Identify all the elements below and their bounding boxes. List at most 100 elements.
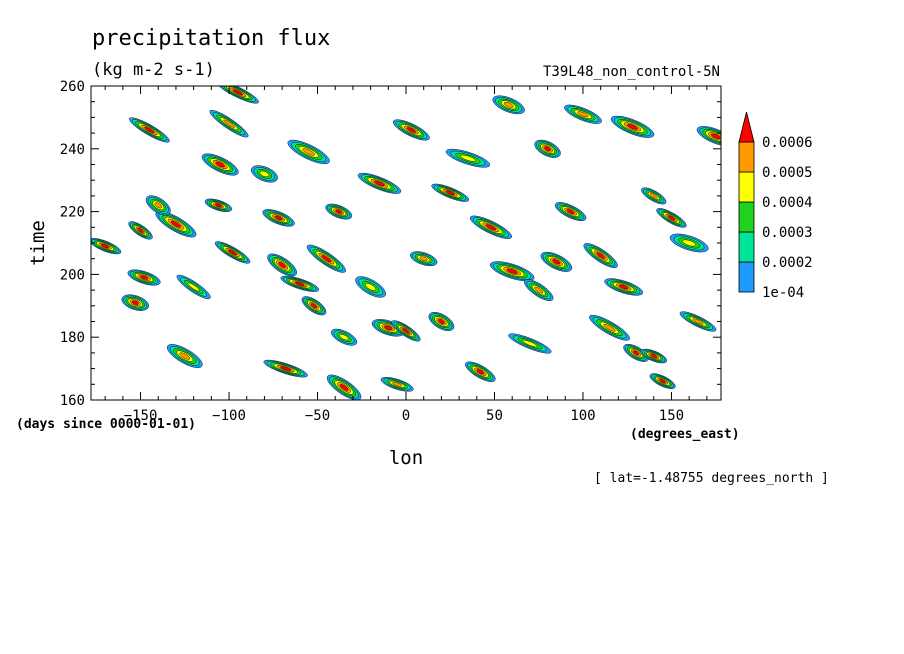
x-tick-label: −100 <box>212 408 246 424</box>
precip-contour-level <box>384 325 393 331</box>
precip-contour-level <box>223 119 235 128</box>
chart-title: precipitation flux <box>92 26 330 51</box>
precip-cell <box>306 244 346 273</box>
precip-cell <box>267 253 297 277</box>
precip-cell <box>263 359 308 378</box>
precip-cell <box>128 221 153 240</box>
precip-contour-level <box>460 154 476 162</box>
precip-contour-level <box>179 352 191 360</box>
precip-cell <box>380 377 414 392</box>
colorbar-swatch <box>738 141 755 173</box>
precip-contour-level <box>214 203 222 208</box>
colorbar-swatch <box>738 201 755 233</box>
precip-cell <box>204 198 233 212</box>
precip-cell <box>280 275 320 292</box>
coordinate-note: [ lat=-1.48755 degrees_north ] <box>594 471 829 486</box>
colorbar-label: 0.0005 <box>762 165 813 181</box>
precip-contour-level <box>294 281 305 286</box>
x-axis: −150 −100 −50 0 50 100 150 <box>104 86 708 424</box>
precip-cell <box>641 187 667 205</box>
precip-cell <box>640 348 668 364</box>
chart-units: (kg m-2 s-1) <box>92 60 215 80</box>
colorbar-swatch <box>738 171 755 203</box>
colorbar-label: 1e-04 <box>762 285 804 301</box>
precip-contour-level <box>302 148 315 156</box>
precip-cell <box>623 343 649 362</box>
precip-contour-level <box>228 249 238 256</box>
precip-cell <box>325 203 353 220</box>
run-label: T39L48_non_control-5N <box>543 64 720 80</box>
x-tick-label: 0 <box>402 408 410 424</box>
precip-contour-level <box>139 275 149 280</box>
precip-cell <box>649 373 676 389</box>
precip-contour-level <box>310 303 318 309</box>
precip-cell <box>489 261 535 282</box>
y-tick-label: 240 <box>60 142 85 158</box>
y-tick-label: 220 <box>60 205 85 221</box>
x-axis-label: lon <box>389 447 423 469</box>
precip-cell <box>209 109 249 138</box>
precip-contour-level <box>566 209 575 215</box>
precip-cell <box>301 296 327 316</box>
precip-cell <box>357 172 402 194</box>
precip-cell <box>287 139 330 165</box>
precip-contour-level <box>476 369 485 375</box>
precip-cell <box>91 238 122 255</box>
precip-contour-level <box>374 180 385 187</box>
y-tick-label: 200 <box>60 267 85 283</box>
precip-cell <box>216 86 259 104</box>
precip-cell <box>540 251 573 272</box>
precip-cell <box>121 294 149 311</box>
precip-contour-level <box>259 170 270 178</box>
precip-cell <box>355 276 386 298</box>
x-tick-label: 150 <box>659 408 684 424</box>
precip-cell <box>604 278 643 296</box>
precip-cell <box>431 183 470 202</box>
precip-cell <box>250 165 278 183</box>
precip-cell <box>696 126 721 147</box>
colorbar-label: 0.0002 <box>762 255 813 271</box>
precip-contour-level <box>710 133 721 139</box>
precip-contour-level <box>131 300 139 305</box>
colorbar-label: 0.0006 <box>762 135 813 151</box>
precip-cell <box>331 328 358 346</box>
precip-contour-level <box>659 379 666 384</box>
precip-contour-level <box>445 190 455 196</box>
precip-contour-level <box>692 318 704 325</box>
precip-contour-level <box>577 111 589 118</box>
precip-contour-level <box>650 193 658 199</box>
precip-cell <box>129 117 170 143</box>
precip-contour-level <box>682 239 697 247</box>
x-tick-label: −150 <box>124 408 158 424</box>
precip-contour-level <box>650 354 658 358</box>
precip-contour-level <box>170 220 182 228</box>
precip-cell <box>262 209 295 227</box>
precip-contour-level <box>503 102 514 108</box>
precip-cell <box>127 269 161 286</box>
precip-cell <box>155 210 197 238</box>
precip-contour-level <box>215 161 225 168</box>
precip-cell <box>166 344 203 368</box>
precip-contour-level <box>438 319 445 324</box>
precip-contour-level <box>618 284 629 290</box>
precip-cell <box>669 233 709 253</box>
precip-contour-level <box>603 323 616 332</box>
precip-cell <box>610 115 655 138</box>
precip-contour-level <box>154 202 162 209</box>
precip-contour-level <box>232 89 244 96</box>
colorbar-swatch <box>738 231 755 263</box>
y-tick-label: 260 <box>60 79 85 95</box>
colorbar-overflow-triangle <box>738 111 755 143</box>
y-axis-label: time <box>27 220 49 266</box>
y-tick-label: 180 <box>60 330 85 346</box>
precip-cell <box>326 374 362 400</box>
plot-area <box>91 86 721 400</box>
precip-cell <box>534 139 561 158</box>
precip-contour-level <box>534 286 544 294</box>
precip-contour-level <box>392 382 402 387</box>
precip-cell <box>201 153 239 176</box>
y-axis: 160 180 200 220 240 260 <box>60 79 721 409</box>
precip-contour-level <box>522 339 538 348</box>
precip-cell <box>176 274 211 300</box>
precip-contour-level <box>596 252 605 259</box>
